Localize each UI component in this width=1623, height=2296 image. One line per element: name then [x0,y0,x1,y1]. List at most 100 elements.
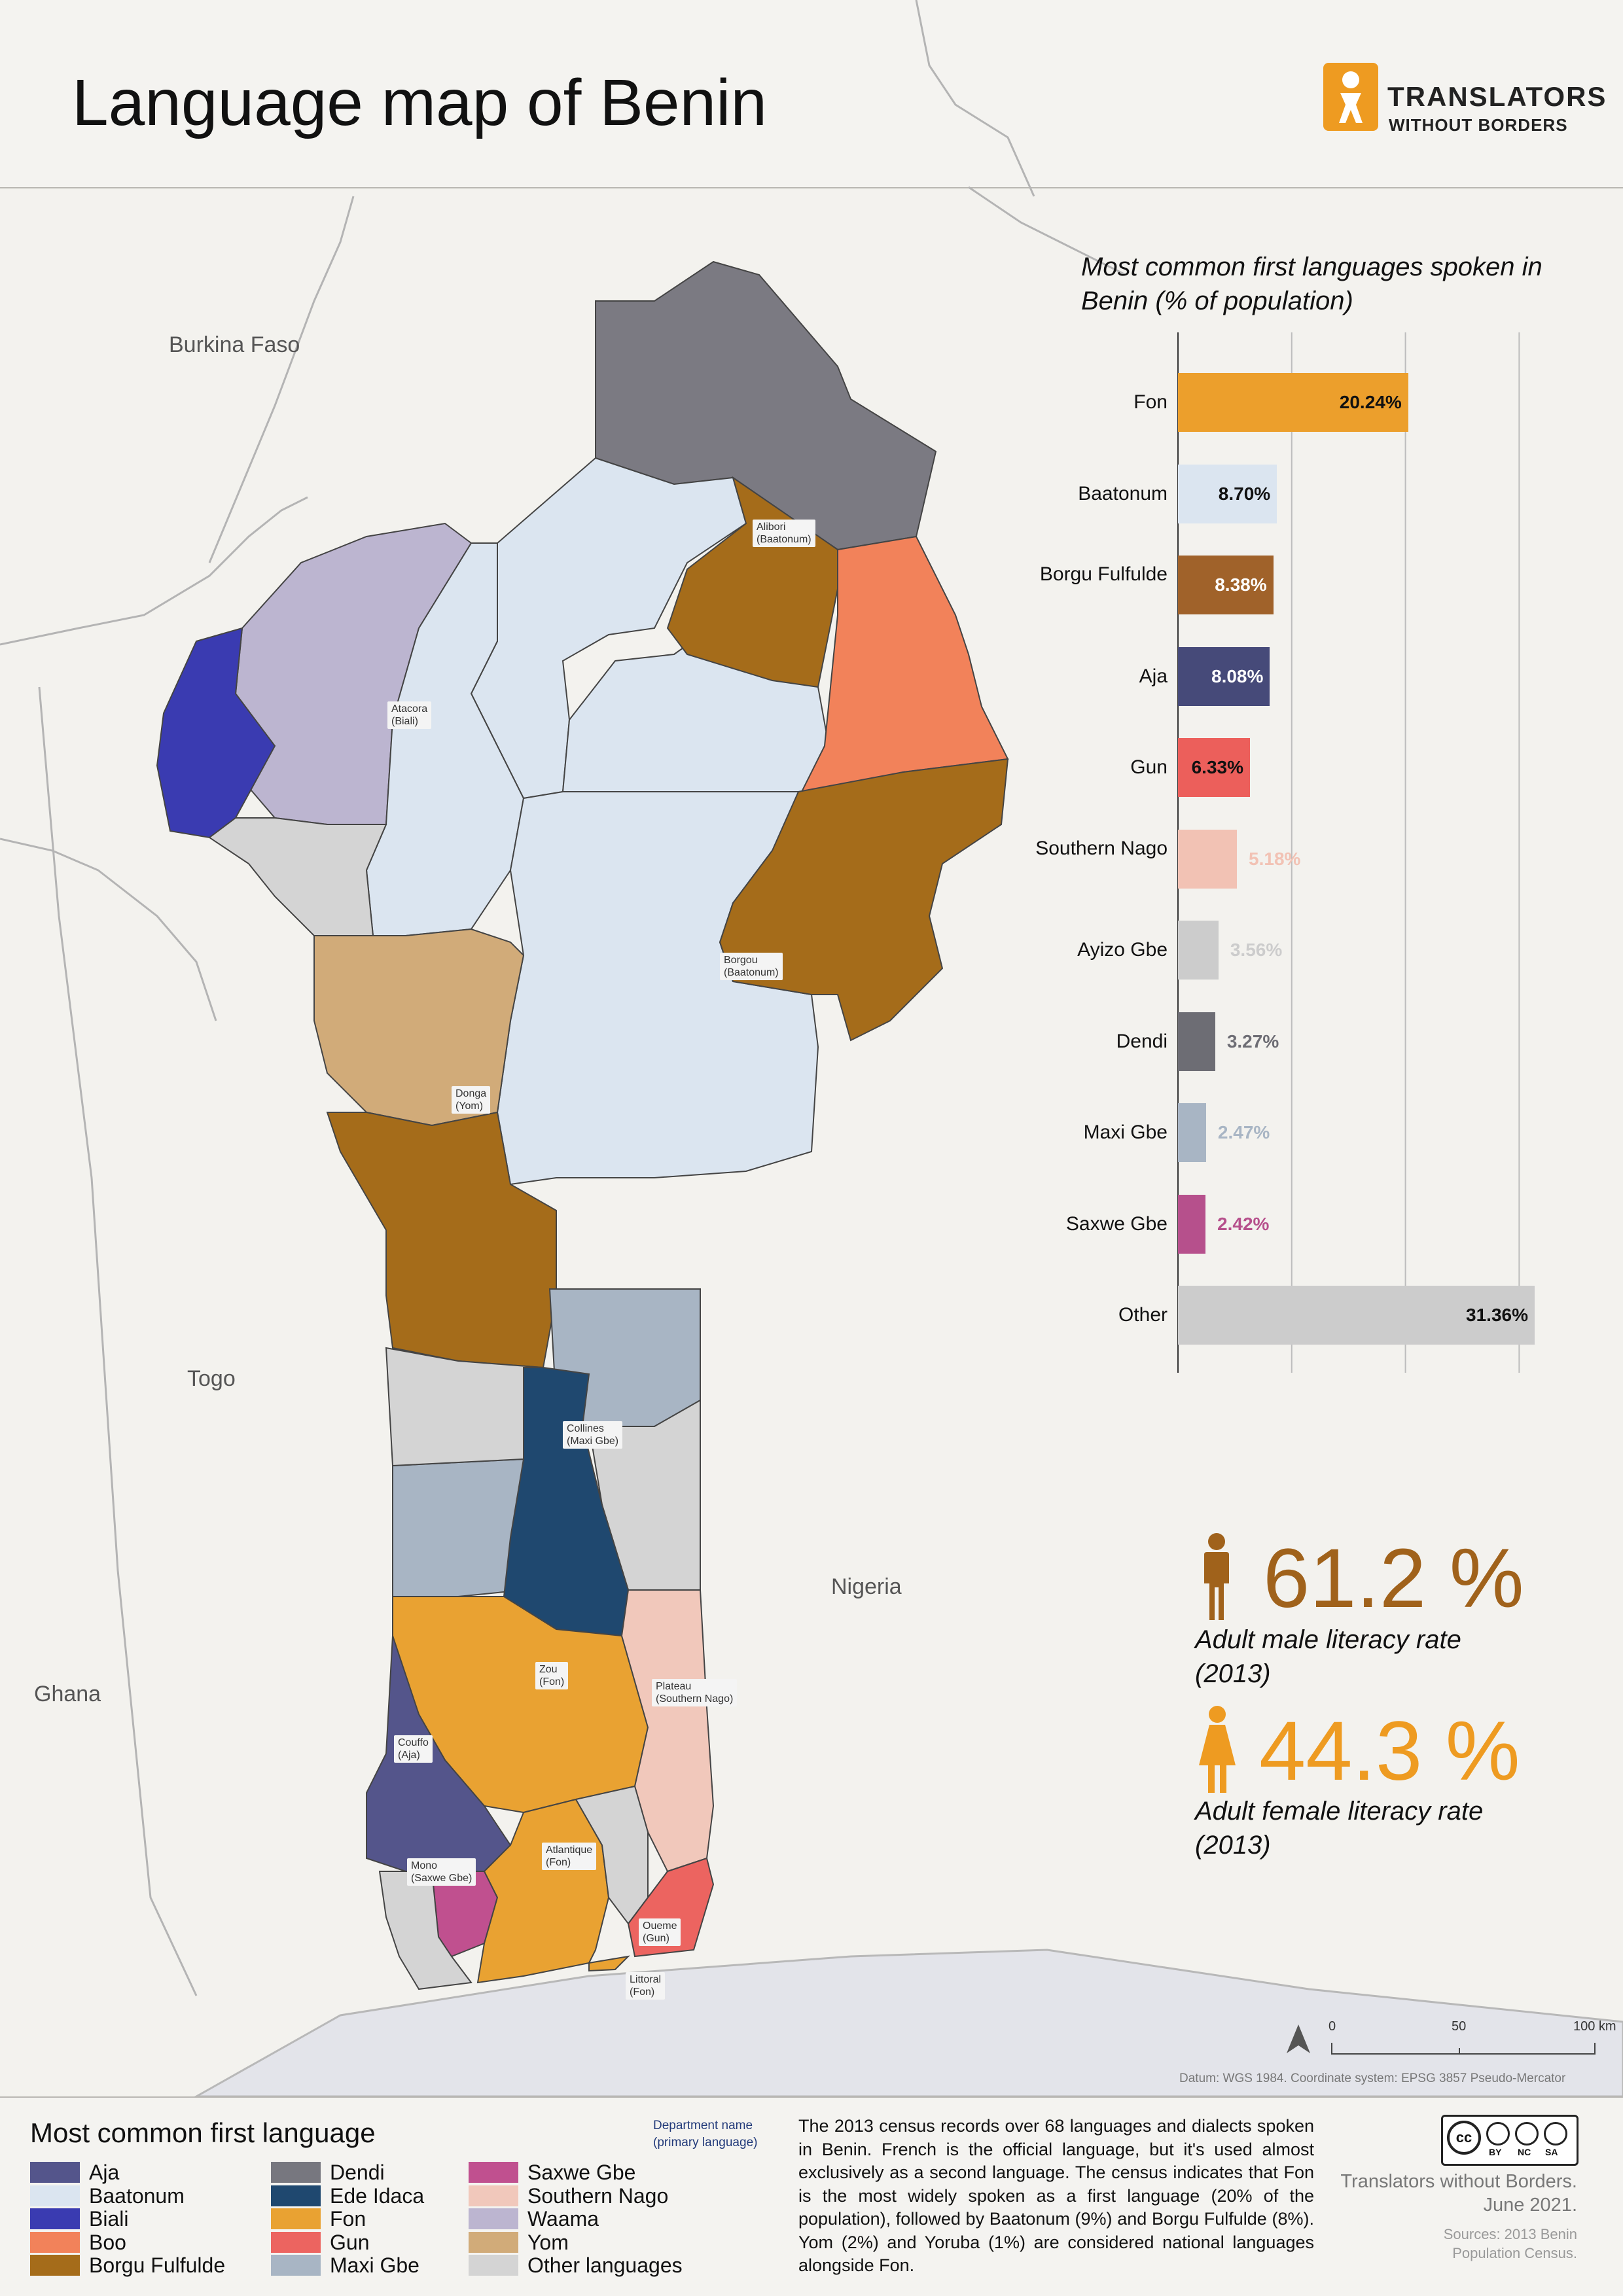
region-littoral [588,1955,630,1972]
bar-category-label: Baatonum [1078,482,1168,504]
bar-category-label: Borgu Fulfulde [1039,563,1168,585]
legend-label: Dendi [330,2161,385,2184]
legend-title: Most common first language [30,2117,376,2148]
cc-license-badge: cc BY NC SA [1441,2115,1578,2166]
legend-swatch [469,2162,518,2183]
bar-value-label: 8.70% [1218,483,1271,504]
region-borgou-fulfulde [719,758,1009,1042]
country-label-togo: Togo [187,1366,236,1391]
chart-title: Most common first languages spoken in Be… [1081,253,1543,315]
scale-label-50: 50 [1452,2019,1467,2034]
sources-text: Sources: 2013 Benin Population Census. [1443,2226,1577,2261]
bar [1178,738,1250,797]
bar [1178,1194,1206,1254]
bar-value-label: 3.27% [1226,1031,1279,1051]
logo-text-line1: TRANSLATORS [1387,81,1607,112]
license-tag-by: BY [1489,2147,1502,2157]
dept-label-collines: Collines (Maxi Gbe) [563,1421,623,1449]
bar [1178,829,1238,889]
legend-swatch [271,2185,321,2206]
dept-label-atlantique: Atlantique (Fon) [542,1843,597,1870]
female-literacy-value: 44.3 % [1259,1704,1520,1798]
region-donga-fulfulde [326,1111,557,1369]
bar-category-label: Dendi [1116,1030,1168,1052]
bar-category-label: Ayizo Gbe [1077,939,1168,961]
legend-label: Gun [330,2230,370,2254]
department-regions [156,260,1009,1990]
country-label-nigeria: Nigeria [831,1574,902,1599]
page-title: Language map of Benin [72,66,767,139]
bar-value-label: 31.36% [1466,1305,1528,1325]
country-borders [0,0,1126,1996]
scale-bar-mid-tick [1459,2048,1460,2055]
ocean [194,1949,1623,2096]
benin-map [0,0,1623,2096]
bar-category-label: Saxwe Gbe [1065,1212,1168,1235]
region-collines-maxigbe-west [392,1458,524,1597]
bar [1178,1012,1215,1071]
dept-label-oueme: Oueme (Gun) [639,1918,681,1946]
footer [0,2096,1623,2296]
legend-swatch [271,2162,321,2183]
male-icon [1204,1533,1229,1620]
scale-label-0: 0 [1329,2019,1336,2034]
legend-swatch [271,2208,321,2229]
male-literacy-value: 61.2 % [1263,1532,1524,1625]
bar-category-label: Southern Nago [1035,837,1168,859]
male-literacy-label: Adult male literacy rate (2013) [1195,1625,1461,1688]
legend-label: Yom [527,2230,569,2254]
legend-label: Waama [527,2207,599,2231]
region-mono-other [378,1871,473,1990]
by-icon [1486,2122,1510,2146]
nc-icon [1515,2122,1539,2146]
legend-swatch [30,2255,80,2276]
dept-label-donga: Donga (Yom) [452,1086,491,1114]
scale-label-100: 100 km [1573,2019,1616,2034]
bar-value-label: 8.38% [1215,574,1267,595]
bar-category-label: Maxi Gbe [1083,1122,1168,1143]
datum-note: Datum: WGS 1984. Coordinate system: EPSG… [1179,2072,1566,2085]
license-tag-sa: SA [1545,2147,1558,2157]
female-literacy-label: Adult female literacy rate (2013) [1195,1797,1484,1860]
legend-label: Saxwe Gbe [527,2161,636,2184]
dept-label-couffo: Couffo (Aja) [394,1735,433,1763]
bar-category-label: Fon [1133,391,1168,413]
bar-value-label: 2.42% [1217,1213,1270,1234]
logo-text-line2: WITHOUT BORDERS [1389,115,1568,135]
bar [1178,1286,1535,1345]
region-atacora-other [208,817,387,936]
legend-label: Aja [89,2161,120,2184]
legend-swatch [469,2208,518,2229]
translators-logo-icon [1323,63,1378,131]
department-key: Department name (primary language) [653,2119,758,2149]
country-label-burkina-faso: Burkina Faso [169,332,300,357]
dept-label-atacora: Atacora (Biali) [387,701,432,729]
country-label-ghana: Ghana [34,1682,101,1706]
bar-value-label: 8.08% [1211,665,1264,686]
legend-swatch [30,2162,80,2183]
bar [1178,464,1277,523]
legend-label: Boo [89,2230,126,2254]
legend-label: Other languages [527,2253,683,2277]
bar [1178,646,1270,706]
legend-swatch [469,2185,518,2206]
legend-swatch [469,2255,518,2276]
bar-value-label: 2.47% [1217,1122,1270,1142]
legend-label: Fon [330,2207,366,2231]
dept-label-mono: Mono (Saxwe Gbe) [407,1858,476,1886]
bar-value-label: 6.33% [1191,757,1243,777]
bar [1178,1103,1206,1162]
bar [1178,921,1219,980]
legend-label: Biali [89,2207,129,2231]
bar-category-label: Aja [1139,665,1168,687]
credit-text: Translators without Borders. June 2021. [1340,2171,1577,2216]
bar-category-label: Other [1118,1304,1168,1326]
legend-label: Ede Idaca [330,2183,425,2208]
bar-value-label: 5.18% [1249,848,1301,869]
bar-value-label: 3.56% [1230,940,1283,960]
dept-label-borgou: Borgou (Baatonum) [720,953,783,980]
license-tag-nc: NC [1518,2147,1531,2157]
legend-swatch [469,2231,518,2253]
legend-swatch [271,2231,321,2253]
dept-label-zou: Zou (Fon) [535,1662,569,1689]
